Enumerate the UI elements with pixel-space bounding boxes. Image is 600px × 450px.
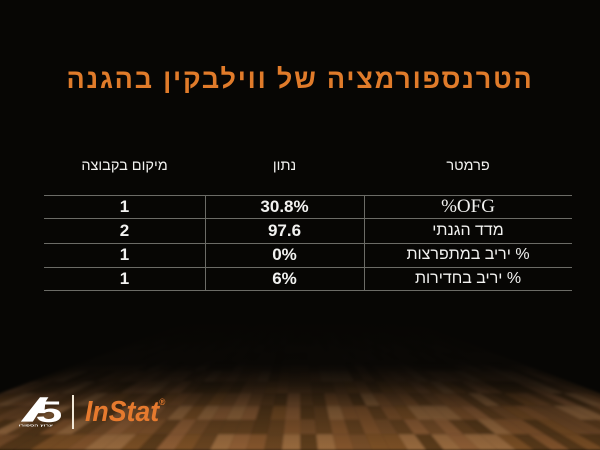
svg-text:ערוץ הספורט: ערוץ הספורט [19,424,53,427]
svg-text:5: 5 [36,396,61,428]
